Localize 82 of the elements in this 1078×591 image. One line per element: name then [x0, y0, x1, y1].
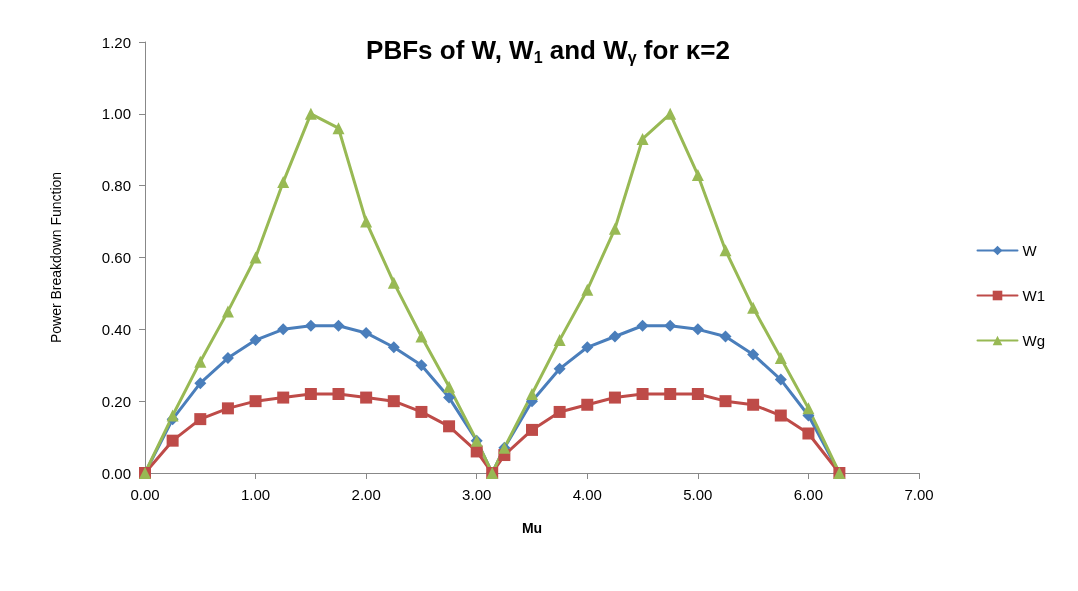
point	[636, 387, 649, 400]
x-tick-label: 4.00	[572, 486, 602, 503]
point	[608, 222, 621, 235]
point	[581, 398, 594, 411]
point	[526, 387, 538, 400]
point	[719, 244, 732, 257]
x-tick-label: 5.00	[683, 486, 713, 503]
point	[636, 132, 649, 145]
point	[415, 405, 428, 418]
y-tick-label: 0.80	[101, 177, 131, 195]
point	[415, 359, 428, 372]
point	[526, 423, 538, 436]
legend-label: W	[1022, 242, 1038, 259]
x-tick-label: 2.00	[351, 486, 381, 503]
point	[332, 387, 345, 400]
y-tick-label: 0.00	[101, 464, 131, 482]
point	[691, 323, 704, 336]
point	[802, 427, 815, 440]
point	[719, 330, 732, 343]
legend-label: Wg	[1022, 332, 1045, 349]
point	[304, 387, 317, 400]
point	[194, 355, 207, 368]
point	[802, 402, 815, 415]
point	[277, 176, 290, 189]
y-tick-label: 1.00	[101, 105, 131, 123]
point	[664, 387, 677, 400]
y-axis-title: Power Breakdown Function	[48, 171, 64, 344]
point	[608, 391, 621, 404]
point	[166, 434, 179, 447]
point	[691, 168, 704, 181]
point	[277, 323, 290, 336]
point	[221, 305, 234, 318]
point	[774, 352, 787, 365]
y-tick-label: 0.60	[101, 249, 131, 266]
point	[443, 391, 456, 404]
point	[553, 334, 566, 347]
x-tick-label: 0.00	[130, 486, 160, 503]
point	[747, 348, 760, 361]
point	[194, 377, 207, 390]
point	[774, 373, 787, 386]
point	[691, 387, 704, 400]
point	[360, 215, 373, 228]
point	[194, 413, 207, 426]
point	[166, 409, 179, 422]
point	[332, 122, 345, 135]
point	[360, 391, 373, 404]
point	[249, 334, 262, 347]
x-tick-label: 3.00	[462, 486, 492, 503]
point	[608, 330, 621, 343]
point	[636, 319, 649, 332]
point	[332, 319, 345, 332]
point	[581, 283, 594, 296]
point	[553, 362, 566, 375]
point	[443, 380, 456, 393]
point	[387, 341, 400, 354]
point	[221, 402, 234, 415]
x-tick-label: 1.00	[240, 486, 271, 503]
y-tick-label: 0.40	[101, 320, 131, 338]
point	[581, 341, 594, 354]
point	[387, 395, 400, 408]
point	[249, 395, 262, 408]
legend-label: W1	[1022, 287, 1045, 304]
point	[747, 301, 760, 314]
point	[415, 330, 428, 343]
point	[774, 409, 787, 422]
point	[304, 107, 317, 120]
point	[277, 391, 290, 404]
point	[249, 251, 262, 264]
point	[221, 352, 234, 365]
point	[747, 398, 760, 411]
x-axis-title: Mu	[521, 520, 543, 536]
x-tick-label: 6.00	[793, 486, 824, 503]
point	[387, 276, 400, 289]
y-tick-label: 0.20	[101, 392, 131, 410]
point	[360, 326, 373, 339]
point	[443, 420, 456, 433]
point	[719, 395, 732, 408]
point	[553, 405, 566, 418]
point	[304, 319, 317, 332]
y-tick-label: 1.20	[101, 33, 131, 51]
point	[664, 319, 677, 332]
x-tick-label: 7.00	[904, 486, 934, 503]
